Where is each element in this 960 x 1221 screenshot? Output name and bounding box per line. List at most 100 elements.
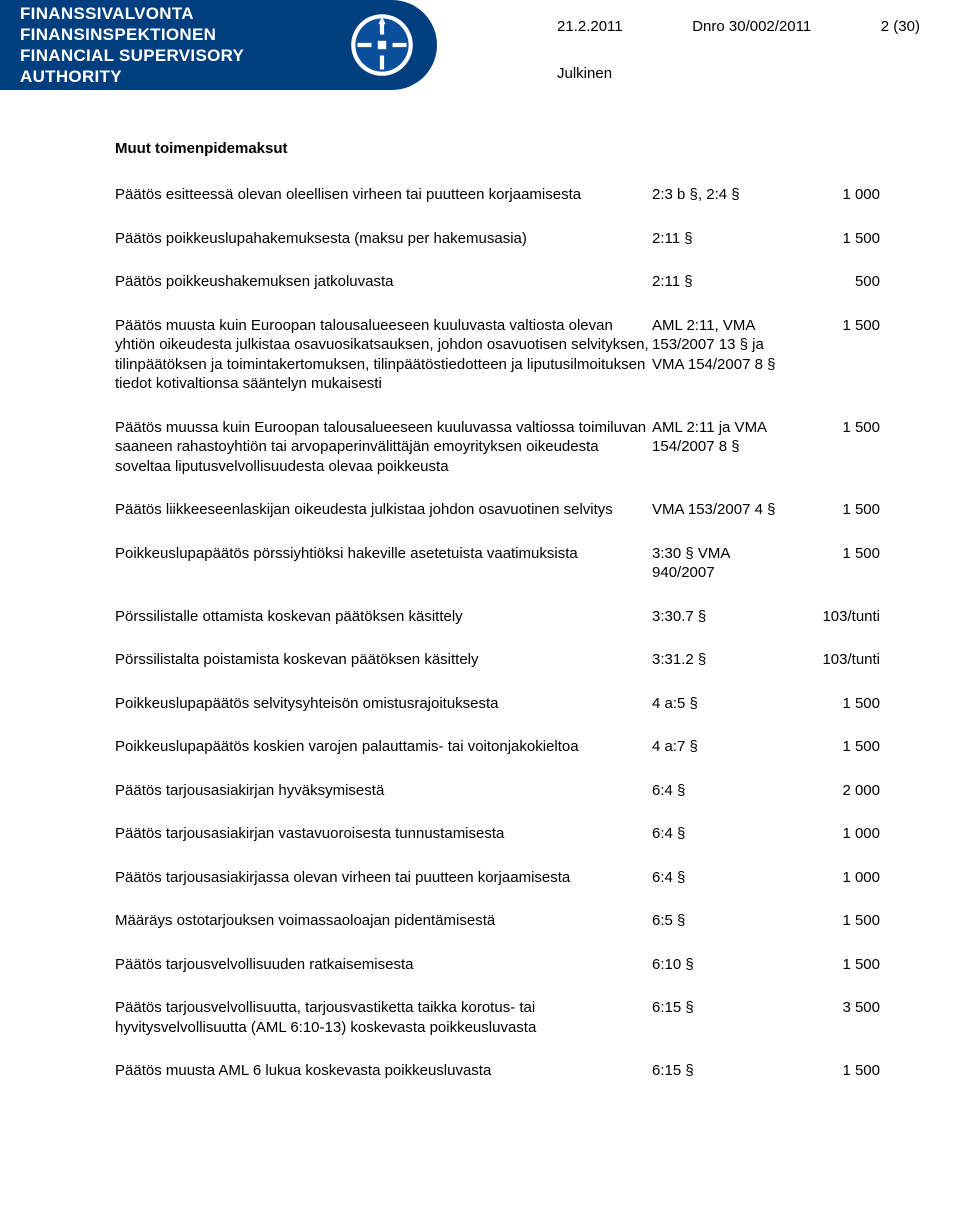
row-ref: AML 2:11 ja VMA 154/2007 8 §	[652, 412, 784, 483]
row-ref: 3:30 § VMA 940/2007	[652, 538, 784, 589]
row-desc: Päätös tarjousvelvollisuuden ratkaisemis…	[115, 949, 652, 981]
header-row1: 21.2.2011 Dnro 30/002/2011 2 (30)	[437, 18, 960, 35]
row-amount: 1 500	[784, 412, 880, 483]
row-desc: Määräys ostotarjouksen voimassaoloajan p…	[115, 905, 652, 937]
row-ref: 6:5 §	[652, 905, 784, 937]
crest-icon	[327, 0, 437, 90]
row-amount: 1 000	[784, 862, 880, 894]
row-amount: 1 500	[784, 905, 880, 937]
row-gap	[115, 937, 880, 949]
row-gap	[115, 850, 880, 862]
org-line1: FINANSSIVALVONTA	[20, 3, 328, 24]
row-amount: 1 500	[784, 949, 880, 981]
row-ref: 3:30.7 §	[652, 601, 784, 633]
row-desc: Poikkeuslupapäätös pörssiyhtiöksi hakevi…	[115, 538, 652, 589]
row-ref: VMA 153/2007 4 §	[652, 494, 784, 526]
row-amount: 2 000	[784, 775, 880, 807]
doc-dnro: Dnro 30/002/2011	[692, 18, 811, 35]
row-ref: 6:15 §	[652, 992, 784, 1043]
row-amount: 3 500	[784, 992, 880, 1043]
row-amount: 500	[784, 266, 880, 298]
row-amount: 1 500	[784, 310, 880, 400]
row-desc: Pörssilistalta poistamista koskevan päät…	[115, 644, 652, 676]
section-title: Muut toimenpidemaksut	[115, 140, 880, 157]
table-row: Poikkeuslupapäätös pörssiyhtiöksi hakevi…	[115, 538, 880, 589]
table-row: Päätös tarjousasiakirjan vastavuoroisest…	[115, 818, 880, 850]
row-gap	[115, 980, 880, 992]
row-amount: 1 500	[784, 494, 880, 526]
header: FINANSSIVALVONTA FINANSINSPEKTIONEN FINA…	[0, 0, 960, 90]
org-line2: FINANSINSPEKTIONEN	[20, 24, 328, 45]
row-gap	[115, 632, 880, 644]
classification: Julkinen	[437, 65, 960, 82]
table-row: Päätös poikkeuslupahakemuksesta (maksu p…	[115, 223, 880, 255]
row-desc: Päätös poikkeushakemuksen jatkoluvasta	[115, 266, 652, 298]
row-desc: Pörssilistalle ottamista koskevan päätök…	[115, 601, 652, 633]
table-row: Päätös muusta AML 6 lukua koskevasta poi…	[115, 1055, 880, 1087]
table-row: Pörssilistalta poistamista koskevan päät…	[115, 644, 880, 676]
row-amount: 1 500	[784, 688, 880, 720]
table-row: Päätös tarjousasiakirjan hyväksymisestä6…	[115, 775, 880, 807]
row-desc: Päätös muusta AML 6 lukua koskevasta poi…	[115, 1055, 652, 1087]
row-amount: 1 500	[784, 223, 880, 255]
table-row: Poikkeuslupapäätös selvitysyhteisön omis…	[115, 688, 880, 720]
row-gap	[115, 526, 880, 538]
row-ref: 6:4 §	[652, 775, 784, 807]
row-ref: 3:31.2 §	[652, 644, 784, 676]
row-desc: Päätös muussa kuin Euroopan talousaluees…	[115, 412, 652, 483]
header-meta: 21.2.2011 Dnro 30/002/2011 2 (30) Julkin…	[437, 0, 960, 90]
table-row: Päätös tarjousvelvollisuuden ratkaisemis…	[115, 949, 880, 981]
table-row: Päätös liikkeeseenlaskijan oikeudesta ju…	[115, 494, 880, 526]
row-ref: 2:11 §	[652, 266, 784, 298]
org-name: FINANSSIVALVONTA FINANSINSPEKTIONEN FINA…	[20, 3, 328, 88]
doc-date: 21.2.2011	[557, 18, 623, 35]
row-ref: 6:10 §	[652, 949, 784, 981]
row-amount: 1 000	[784, 179, 880, 211]
row-gap	[115, 589, 880, 601]
row-amount: 1 500	[784, 731, 880, 763]
row-gap	[115, 400, 880, 412]
row-amount: 1 500	[784, 1055, 880, 1087]
table-row: Päätös tarjousvelvollisuutta, tarjousvas…	[115, 992, 880, 1043]
row-ref: 6:4 §	[652, 818, 784, 850]
row-desc: Päätös poikkeuslupahakemuksesta (maksu p…	[115, 223, 652, 255]
row-desc: Päätös muusta kuin Euroopan talousaluees…	[115, 310, 652, 400]
row-gap	[115, 254, 880, 266]
row-ref: 4 a:7 §	[652, 731, 784, 763]
row-desc: Päätös tarjousasiakirjan vastavuoroisest…	[115, 818, 652, 850]
row-gap	[115, 806, 880, 818]
row-desc: Poikkeuslupapäätös koskien varojen palau…	[115, 731, 652, 763]
row-gap	[115, 1043, 880, 1055]
table-row: Päätös esitteessä olevan oleellisen virh…	[115, 179, 880, 211]
row-ref: 6:15 §	[652, 1055, 784, 1087]
table-row: Päätös tarjousasiakirjassa olevan virhee…	[115, 862, 880, 894]
row-gap	[115, 676, 880, 688]
row-amount: 1 000	[784, 818, 880, 850]
content: Muut toimenpidemaksut Päätös esitteessä …	[0, 90, 960, 1127]
row-desc: Päätös liikkeeseenlaskijan oikeudesta ju…	[115, 494, 652, 526]
table-row: Päätös poikkeushakemuksen jatkoluvasta2:…	[115, 266, 880, 298]
row-ref: 4 a:5 §	[652, 688, 784, 720]
row-amount: 103/tunti	[784, 601, 880, 633]
row-gap	[115, 298, 880, 310]
logo-block: FINANSSIVALVONTA FINANSINSPEKTIONEN FINA…	[0, 0, 328, 90]
row-amount: 1 500	[784, 538, 880, 589]
row-ref: 6:4 §	[652, 862, 784, 894]
row-desc: Päätös tarjousasiakirjan hyväksymisestä	[115, 775, 652, 807]
fee-table: Päätös esitteessä olevan oleellisen virh…	[115, 179, 880, 1087]
row-gap	[115, 719, 880, 731]
row-ref: AML 2:11, VMA 153/2007 13 § ja VMA 154/2…	[652, 310, 784, 400]
table-row: Poikkeuslupapäätös koskien varojen palau…	[115, 731, 880, 763]
page: FINANSSIVALVONTA FINANSINSPEKTIONEN FINA…	[0, 0, 960, 1127]
row-gap	[115, 482, 880, 494]
row-desc: Päätös esitteessä olevan oleellisen virh…	[115, 179, 652, 211]
row-gap	[115, 211, 880, 223]
table-row: Päätös muussa kuin Euroopan talousaluees…	[115, 412, 880, 483]
row-ref: 2:3 b §, 2:4 §	[652, 179, 784, 211]
row-gap	[115, 893, 880, 905]
table-row: Pörssilistalle ottamista koskevan päätök…	[115, 601, 880, 633]
row-ref: 2:11 §	[652, 223, 784, 255]
org-line3: FINANCIAL SUPERVISORY AUTHORITY	[20, 45, 328, 88]
row-gap	[115, 763, 880, 775]
table-row: Määräys ostotarjouksen voimassaoloajan p…	[115, 905, 880, 937]
